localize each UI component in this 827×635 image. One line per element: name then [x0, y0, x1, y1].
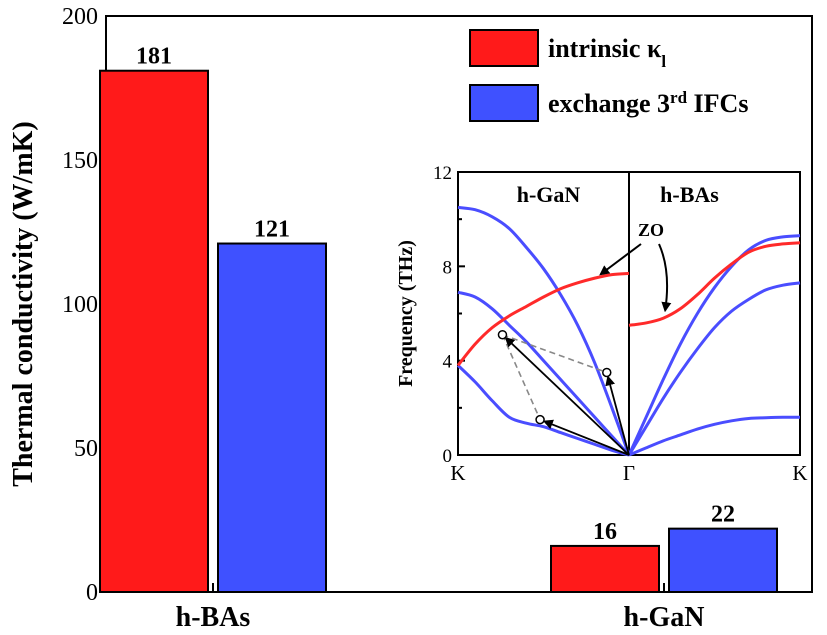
bar	[99, 69, 209, 594]
inset-x-tick-label: K	[450, 461, 465, 485]
dispersion-branch	[627, 281, 801, 456]
legend-swatch	[469, 84, 539, 122]
dispersion-branch	[457, 290, 631, 457]
dispersion-branch	[627, 234, 801, 456]
inset-panel-label: h-GaN	[517, 182, 581, 207]
inset-panel-label: h-BAs	[660, 182, 719, 207]
dispersion-branch	[457, 205, 631, 456]
y-tick-label: 200	[62, 4, 98, 30]
y-axis-title: Thermal conductivity (W/mK)	[8, 121, 39, 487]
legend-label: exchange 3rd IFCs	[548, 88, 748, 119]
scattering-marker	[602, 367, 612, 378]
inset-y-axis-title: Frequency (THz)	[395, 240, 417, 387]
dispersion-branch	[456, 271, 630, 367]
bar	[668, 527, 778, 594]
scattering-arrow	[542, 419, 630, 456]
dispersion-branch	[628, 415, 801, 457]
inset-x-tick-label: K	[792, 461, 807, 485]
bar	[550, 544, 660, 593]
bar-value-label: 121	[254, 217, 290, 243]
zo-arrow	[658, 243, 672, 313]
inset-y-tick-label: 12	[433, 163, 452, 184]
bar-value-label: 22	[711, 502, 735, 528]
scattering-arrow	[504, 336, 630, 456]
bar-value-label: 181	[136, 44, 172, 70]
y-tick-label: 150	[62, 148, 98, 174]
x-category-label: h-BAs	[176, 602, 251, 633]
bar	[217, 242, 327, 594]
inset-y-tick-label: 0	[443, 446, 453, 467]
zo-annotation: ZO	[638, 220, 664, 240]
dispersion-branch	[628, 241, 801, 327]
inset-y-tick-label: 8	[443, 257, 453, 278]
legend-label: intrinsic κl	[548, 34, 666, 71]
scattering-arrow	[605, 375, 630, 456]
legend: intrinsic κl exchange 3rd IFCs	[469, 29, 748, 122]
inset-x-tick-label: Γ	[623, 461, 635, 485]
inset-dispersion-chart: 0 4 8 12 Frequency (THz) K Γ Kh-GaN h-BAs ZO	[395, 163, 808, 485]
y-tick-label: 100	[62, 292, 98, 318]
bar-value-label: 16	[593, 519, 617, 545]
dashed-connector	[501, 334, 541, 420]
legend-swatch	[469, 29, 539, 67]
scattering-marker	[535, 414, 545, 425]
y-tick-label: 50	[74, 436, 98, 462]
inset-y-tick-label: 4	[443, 352, 453, 373]
y-tick-label: 0	[86, 580, 98, 606]
x-category-label: h-GaN	[624, 602, 705, 633]
zo-arrow	[599, 243, 642, 276]
dashed-connector	[502, 333, 608, 374]
main-bar-chart: 0 50 100 150 200 Thermal conductivity (W/mK) h…	[8, 4, 813, 633]
scattering-marker	[497, 329, 508, 340]
